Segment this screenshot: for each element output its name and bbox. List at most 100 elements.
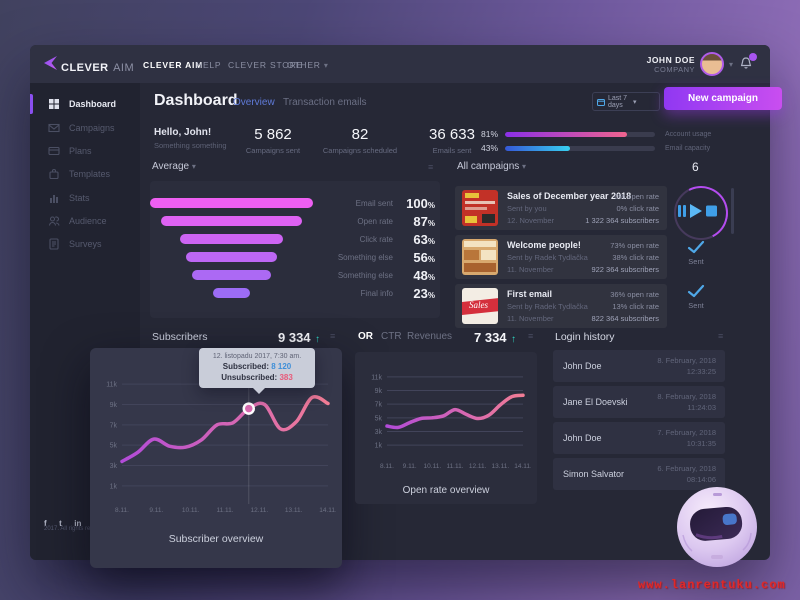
date-range-select[interactable]: Last 7 days ▾ [592,92,660,111]
menu-handle-icon[interactable]: ≡ [330,331,336,341]
notification-badge [749,53,757,61]
tooltip-date: 12. listopadu 2017, 7:30 am. [212,353,302,360]
campaigns-title: All campaigns [457,161,520,172]
svg-text:11k: 11k [106,382,117,389]
sidebar-item-campaigns[interactable]: Campaigns [30,116,140,140]
svg-text:1k: 1k [110,483,118,490]
tab-ctr[interactable]: CTR [381,331,402,342]
progress-track [505,145,655,151]
svg-text:9.11.: 9.11. [149,507,163,514]
chevron-down-icon[interactable]: ▾ [729,60,734,69]
campaign-title: First email [507,289,553,299]
campaign-date: 11. November [507,314,554,323]
tab-revenues[interactable]: Revenues [407,331,453,342]
funnel-value: 23 [413,285,428,301]
nav-item-clever-store[interactable]: CLEVER STORE [228,60,304,70]
check-icon [687,284,705,298]
svg-text:5k: 5k [110,443,118,450]
funnel-label: Email sent [355,198,393,208]
funnel-label: Something else [337,252,393,262]
login-name: Simon Salvator [563,469,625,479]
open-rate-chart[interactable]: 11k 9k 7k 5k 3k 1k 8.11. 9.11. 10.11. 11.11. 12.11… [361,358,531,480]
tab-overview[interactable]: Overview [233,97,275,108]
login-row-1[interactable]: John Doe 8. February, 2018 12:33:25 [553,350,725,382]
login-row-3[interactable]: John Doe 7. February, 2018 10:31:35 [553,422,725,454]
sidebar-item-surveys[interactable]: Surveys [30,232,140,256]
brand-name: CLEVER AIM [61,58,134,76]
campaign-sender: Sent by you [507,204,547,213]
player-controls[interactable] [676,202,722,220]
sidebar-item-plans[interactable]: Plans [30,139,140,163]
campaign-click-rate: 13% click rate [612,302,659,311]
tooltip-subscribed-value: 8 120 [271,362,292,371]
campaign-title: Welcome people! [507,240,581,250]
avatar[interactable] [700,52,724,76]
svg-text:3k: 3k [110,463,118,470]
login-time: 10:31:35 [686,439,716,448]
new-campaign-button[interactable]: New campaign [664,87,782,110]
funnel-bar [150,198,313,208]
nav-item-other[interactable]: OTHER ▾ [287,60,329,70]
tab-or[interactable]: OR [358,331,373,342]
pause-icon [678,205,686,217]
linkedin-icon[interactable]: in [74,519,82,528]
sidebar-item-templates[interactable]: Templates [30,162,140,186]
funnel-row: Email sent 100% [150,195,440,211]
tab-transaction-emails[interactable]: Transaction emails [283,97,367,108]
sidebar-item-label: Audience [69,216,107,226]
funnel-card: Email sent 100% Open rate 87% Click rate… [150,181,440,318]
menu-handle-icon[interactable]: ≡ [718,331,724,341]
usage-pct: 43% [480,143,498,153]
funnel-value: 48 [413,267,428,283]
scrollbar[interactable] [731,188,734,234]
menu-handle-icon[interactable]: ≡ [428,162,434,172]
sidebar-item-audience[interactable]: Audience [30,209,140,233]
date-range-value: Last 7 days [608,94,628,109]
menu-handle-icon[interactable]: ≡ [528,331,534,341]
twitter-icon[interactable]: t [59,519,62,528]
svg-text:10.11.: 10.11. [182,507,200,514]
sent-status: Sent [688,301,704,310]
campaigns-dropdown[interactable]: All campaigns ▾ [457,161,526,172]
nav-item-other-label: OTHER [287,60,321,70]
sidebar-item-dashboard[interactable]: Dashboard [30,92,140,116]
svg-text:13.11.: 13.11. [492,463,510,470]
arrow-up-icon: ↑ [511,334,516,345]
chevron-down-icon: ▾ [323,61,329,70]
svg-text:3k: 3k [375,429,383,436]
funnel-row: Click rate 63% [150,231,440,247]
top-navbar [30,45,770,83]
metric-label: Campaigns scheduled [322,146,398,155]
sidebar-item-stats[interactable]: Stats [30,186,140,210]
login-name: John Doe [563,433,602,443]
campaign-card-3[interactable]: Sales First email Sent by Radek Tydlačka… [455,284,667,328]
login-row-4[interactable]: Simon Salvator 6. February, 2018 08:14:0… [553,458,725,490]
campaign-card-1[interactable]: Sales of December year 2018 Sent by you … [455,186,667,230]
chart-tooltip: 12. listopadu 2017, 7:30 am. Subscribed:… [199,348,315,394]
campaign-open-rate: 0% open rate [614,192,659,201]
facebook-icon[interactable]: f [44,519,47,528]
average-dropdown[interactable]: Average ▾ [152,161,196,172]
usage-bar-account: 81% Account usage [478,129,711,139]
login-row-2[interactable]: Jane El Doevski 8. February, 2018 11:24:… [553,386,725,418]
campaign-card-2[interactable]: Welcome people! Sent by Radek Tydlačka 1… [455,235,667,279]
user-info[interactable]: JOHN DOE COMPANY [620,55,695,74]
campaign-progress-ring [674,186,728,240]
campaign-thumbnail [462,190,498,226]
subscribers-title: Subscribers [152,331,208,343]
usage-pct: 81% [480,129,498,139]
subscriber-chart[interactable]: 11k 9k 7k 5k 3k 1k 8.11. 9.11. 10.11. 11.11. 12.11… [96,362,336,524]
svg-text:9k: 9k [375,388,383,395]
funnel-label: Click rate [359,234,393,244]
usage-label: Account usage [665,130,712,138]
campaign-sender: Sent by Radek Tydlačka [507,302,588,311]
arrow-up-icon: ↑ [315,334,320,345]
nav-item-clever-aim[interactable]: CLEVER AIM [143,60,204,70]
funnel-row: Final info 23% [150,285,440,301]
nav-item-help[interactable]: HELP [196,60,222,70]
subscribers-total: 9 334 ↑ [278,330,320,345]
bell-icon[interactable] [738,55,754,72]
average-title: Average [152,161,190,172]
svg-text:7k: 7k [375,402,383,409]
